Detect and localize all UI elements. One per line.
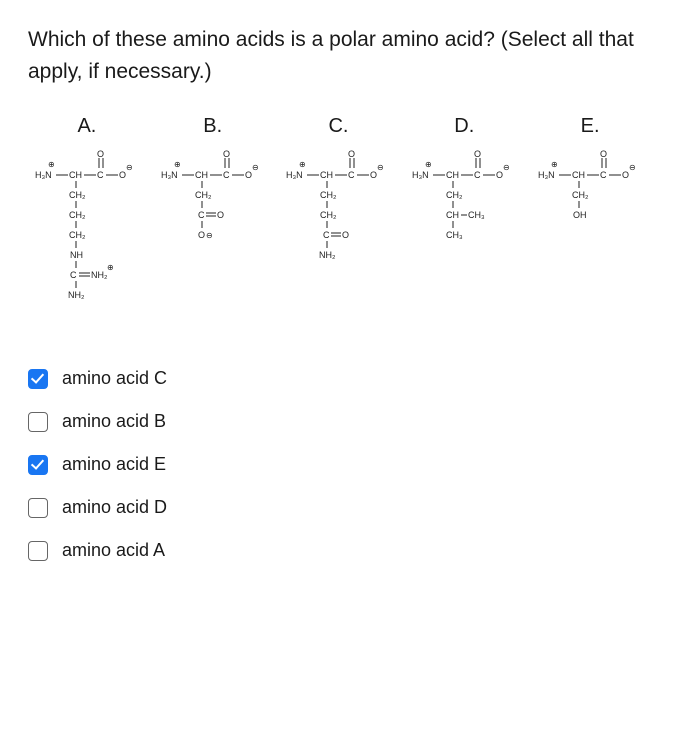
- option-c[interactable]: amino acid C: [28, 368, 649, 389]
- option-d[interactable]: amino acid D: [28, 497, 649, 518]
- option-a-label: amino acid A: [62, 540, 165, 561]
- svg-text:⊖: ⊖: [629, 163, 636, 172]
- svg-text:⊕: ⊕: [107, 263, 114, 272]
- svg-text:C: C: [223, 170, 230, 180]
- svg-text:OH: OH: [573, 210, 587, 220]
- structure-c: C. H₃N ⊕ CH C O ⊖ O CH₂ CH₂ C O NH₂: [280, 115, 398, 308]
- svg-text:⊕: ⊕: [174, 160, 181, 169]
- svg-text:CH₂: CH₂: [320, 190, 337, 200]
- svg-text:CH₃: CH₃: [446, 230, 463, 240]
- structures-row: A. H₃N ⊕ CH C O ⊖ O CH₂ CH₂ CH₂ NH: [28, 115, 649, 308]
- svg-text:CH: CH: [446, 170, 459, 180]
- question-text: Which of these amino acids is a polar am…: [28, 24, 649, 87]
- svg-text:CH₂: CH₂: [195, 190, 212, 200]
- svg-text:CH: CH: [69, 170, 82, 180]
- svg-text:NH₂: NH₂: [319, 250, 336, 260]
- svg-text:NH₂: NH₂: [68, 290, 85, 300]
- svg-text:CH₂: CH₂: [69, 210, 86, 220]
- checkbox-icon[interactable]: [28, 412, 48, 432]
- svg-text:H₃N: H₃N: [161, 170, 178, 180]
- svg-text:O: O: [622, 170, 629, 180]
- svg-text:⊕: ⊕: [299, 160, 306, 169]
- structure-b: B. H₃N ⊕ CH C O ⊖ O CH₂ C O O ⊖: [154, 115, 272, 308]
- svg-text:CH: CH: [572, 170, 585, 180]
- structure-e: E. H₃N ⊕ CH C O ⊖ O CH₂ OH: [531, 115, 649, 308]
- structure-c-label: C.: [280, 115, 398, 138]
- option-d-label: amino acid D: [62, 497, 167, 518]
- structure-b-diagram: H₃N ⊕ CH C O ⊖ O CH₂ C O O ⊖: [158, 148, 268, 308]
- svg-text:NH₂: NH₂: [91, 270, 108, 280]
- svg-text:O: O: [474, 149, 481, 159]
- svg-text:⊖: ⊖: [377, 163, 384, 172]
- svg-text:C: C: [323, 230, 330, 240]
- svg-text:⊕: ⊕: [551, 160, 558, 169]
- svg-text:CH₂: CH₂: [320, 210, 337, 220]
- svg-text:O: O: [370, 170, 377, 180]
- checkbox-icon[interactable]: [28, 455, 48, 475]
- svg-text:C: C: [474, 170, 481, 180]
- svg-text:CH₂: CH₂: [69, 190, 86, 200]
- svg-text:O: O: [245, 170, 252, 180]
- svg-text:O: O: [217, 210, 224, 220]
- checkbox-icon[interactable]: [28, 541, 48, 561]
- option-e-label: amino acid E: [62, 454, 166, 475]
- svg-text:O: O: [496, 170, 503, 180]
- svg-text:C: C: [600, 170, 607, 180]
- svg-text:H₃N: H₃N: [538, 170, 555, 180]
- svg-text:C: C: [348, 170, 355, 180]
- structure-a: A. H₃N ⊕ CH C O ⊖ O CH₂ CH₂ CH₂ NH: [28, 115, 146, 308]
- svg-text:O: O: [342, 230, 349, 240]
- structure-c-diagram: H₃N ⊕ CH C O ⊖ O CH₂ CH₂ C O NH₂: [283, 148, 393, 308]
- svg-text:NH: NH: [70, 250, 83, 260]
- checkbox-icon[interactable]: [28, 498, 48, 518]
- option-c-label: amino acid C: [62, 368, 167, 389]
- svg-text:O: O: [223, 149, 230, 159]
- structure-d-diagram: H₃N ⊕ CH C O ⊖ O CH₂ CH CH₃ CH₃: [409, 148, 519, 308]
- svg-text:⊖: ⊖: [503, 163, 510, 172]
- structure-d-label: D.: [405, 115, 523, 138]
- option-b-label: amino acid B: [62, 411, 166, 432]
- structure-e-label: E.: [531, 115, 649, 138]
- svg-text:CH: CH: [320, 170, 333, 180]
- svg-text:⊕: ⊕: [425, 160, 432, 169]
- svg-text:O: O: [348, 149, 355, 159]
- svg-text:⊖: ⊖: [206, 231, 213, 240]
- svg-text:CH₂: CH₂: [572, 190, 589, 200]
- svg-text:CH: CH: [195, 170, 208, 180]
- svg-text:⊖: ⊖: [126, 163, 133, 172]
- structure-d: D. H₃N ⊕ CH C O ⊖ O CH₂ CH CH₃ CH₃: [405, 115, 523, 308]
- svg-text:O: O: [600, 149, 607, 159]
- svg-text:H₃N: H₃N: [286, 170, 303, 180]
- svg-text:⊖: ⊖: [252, 163, 259, 172]
- svg-text:CH₃: CH₃: [468, 210, 485, 220]
- svg-text:H₃N: H₃N: [412, 170, 429, 180]
- svg-text:H₃N: H₃N: [35, 170, 52, 180]
- option-b[interactable]: amino acid B: [28, 411, 649, 432]
- svg-text:C: C: [198, 210, 205, 220]
- svg-text:C: C: [97, 170, 104, 180]
- option-a[interactable]: amino acid A: [28, 540, 649, 561]
- svg-text:CH₂: CH₂: [446, 190, 463, 200]
- svg-text:CH: CH: [446, 210, 459, 220]
- structure-e-diagram: H₃N ⊕ CH C O ⊖ O CH₂ OH: [535, 148, 645, 308]
- structure-a-label: A.: [28, 115, 146, 138]
- structure-a-diagram: H₃N ⊕ CH C O ⊖ O CH₂ CH₂ CH₂ NH C: [32, 148, 142, 308]
- svg-text:O: O: [97, 149, 104, 159]
- options-list: amino acid C amino acid B amino acid E a…: [28, 368, 649, 561]
- svg-text:O: O: [119, 170, 126, 180]
- svg-text:O: O: [198, 230, 205, 240]
- checkbox-icon[interactable]: [28, 369, 48, 389]
- option-e[interactable]: amino acid E: [28, 454, 649, 475]
- svg-text:CH₂: CH₂: [69, 230, 86, 240]
- svg-text:C: C: [70, 270, 77, 280]
- structure-b-label: B.: [154, 115, 272, 138]
- svg-text:⊕: ⊕: [48, 160, 55, 169]
